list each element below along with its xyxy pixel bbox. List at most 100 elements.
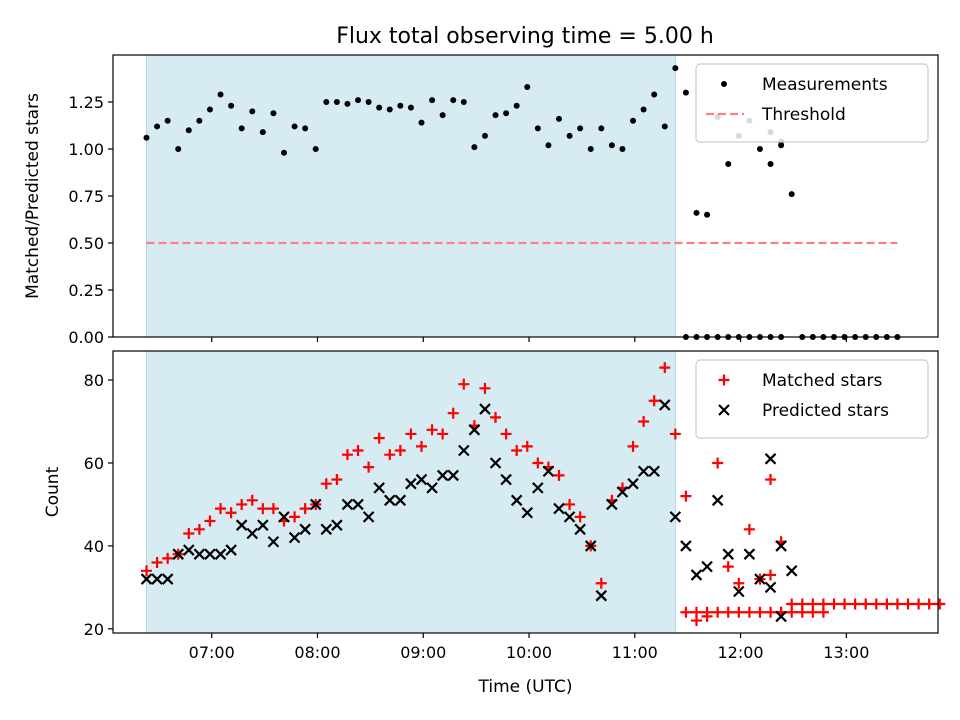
data-point [510,494,523,507]
data-point [701,606,713,618]
data-point [320,478,332,490]
data-point [934,598,946,610]
data-point [595,589,608,602]
data-point [238,125,245,132]
data-point [185,127,192,134]
data-point [532,482,544,494]
x-tick-label: 09:00 [400,643,446,662]
y-tick-label: 0.75 [68,187,104,206]
data-point [542,465,555,478]
data-point [490,411,502,423]
data-point [436,469,449,482]
data-point [669,511,682,523]
data-point [553,469,565,481]
data-point [765,606,777,618]
data-point [214,548,227,560]
data-point [331,474,343,486]
data-point [913,598,925,610]
data-point [460,99,467,105]
data-point [513,102,520,109]
data-point [521,440,533,452]
legend-label: Measurements [762,75,888,95]
data-point [236,498,248,510]
data-point [532,457,544,469]
x-tick-label: 13:00 [823,643,869,662]
data-point [627,440,639,452]
data-point [196,117,203,124]
data-point [555,115,562,122]
data-point [352,445,364,457]
data-point [447,407,459,419]
data-point [743,548,756,560]
data-point [764,581,777,594]
count-panel-y-axis-label: Count [43,466,63,517]
data-point [638,416,650,427]
legend-label: Threshold [761,105,846,125]
data-point [503,110,510,117]
data-point [786,598,798,610]
data-point [743,523,755,535]
data-point [563,511,576,523]
data-point [289,511,301,523]
legend-marker [721,81,727,87]
data-point [765,474,777,486]
data-point [362,511,375,523]
data-point [468,424,481,436]
y-tick-label: 1.00 [68,140,104,159]
data-point [616,486,629,498]
data-point [249,108,256,115]
data-point [344,100,351,107]
x-tick-label: 10:00 [506,643,552,662]
data-point [661,123,668,130]
data-point [651,91,658,98]
data-point [365,99,372,105]
data-point [598,125,605,132]
y-tick-label: 0.50 [68,234,104,253]
data-point [193,548,206,560]
count-panel-x-axis-label: Time (UTC) [478,677,573,697]
data-point [839,598,851,610]
data-point [574,523,586,536]
data-point [172,548,185,560]
data-point [320,523,333,536]
data-point [439,112,446,119]
data-point [637,465,650,478]
legend-marker [718,374,730,386]
data-point [450,97,457,104]
data-point [722,561,734,573]
data-point [386,106,393,113]
data-point [415,440,427,452]
data-point [204,515,216,527]
data-point [659,362,671,374]
data-point [743,606,755,618]
data-point [553,502,565,515]
data-point [299,503,311,515]
data-point [206,106,213,113]
data-point [217,91,224,98]
data-point [291,123,298,130]
data-point [204,548,216,560]
data-point [341,498,354,511]
data-point [333,99,340,105]
data-point [680,490,692,502]
data-point [817,598,829,610]
data-point [778,142,785,149]
data-point [619,146,626,152]
data-point [566,132,573,139]
data-point [143,134,150,141]
data-point [849,598,861,610]
data-point [151,557,163,568]
data-point [394,445,406,457]
data-point [426,424,438,436]
ratio-panel-y-axis-label: Matched/Predicted stars [23,93,43,299]
data-point [733,577,745,589]
data-point [341,449,353,461]
data-point [140,565,152,577]
data-point [257,503,269,515]
data-point [447,469,460,482]
ratio-panel-observing-window [145,54,676,338]
data-point [648,395,660,407]
y-tick-label: 60 [84,454,104,473]
data-point [733,585,745,598]
